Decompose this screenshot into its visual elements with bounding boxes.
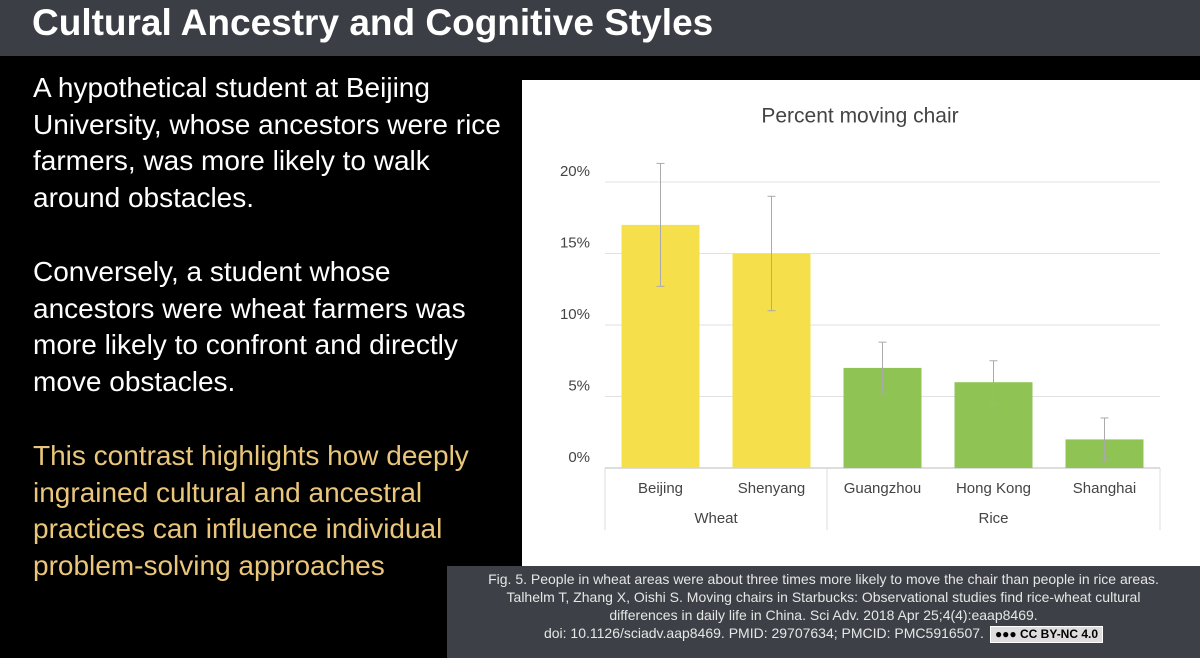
y-tick-label: 0% <box>568 449 590 466</box>
paragraph: Conversely, a student whose ancestors we… <box>33 256 466 397</box>
y-tick-label: 20% <box>560 163 590 180</box>
caption-line: Talhelm T, Zhang X, Oishi S. Moving chai… <box>506 589 1141 605</box>
caption-line: differences in daily life in China. Sci … <box>609 607 1038 623</box>
caption-line: doi: 10.1126/sciadv.aap8469. PMID: 29707… <box>543 625 984 641</box>
y-tick-label: 5% <box>568 377 590 394</box>
x-tick-label: Hong Kong <box>956 480 1031 497</box>
paragraph: A hypothetical student at Beijing Univer… <box>33 72 501 213</box>
caption: Fig. 5. People in wheat areas were about… <box>447 566 1200 658</box>
chart-title: Percent moving chair <box>761 105 958 128</box>
slide-title: Cultural Ancestry and Cognitive Styles <box>32 2 714 43</box>
license-badge: ●●● CC BY-NC 4.0 <box>989 626 1104 643</box>
y-tick-label: 10% <box>560 306 590 323</box>
x-tick-label: Beijing <box>638 480 683 497</box>
title-bar: Cultural Ancestry and Cognitive Styles <box>0 0 1200 56</box>
paragraph: This contrast highlights how deeply ingr… <box>33 440 469 581</box>
x-tick-label: Guangzhou <box>844 480 922 497</box>
license: CC BY-NC 4.0 <box>1020 627 1099 641</box>
caption-row: doi: 10.1126/sciadv.aap8469. PMID: 29707… <box>447 624 1200 643</box>
group-label: Rice <box>978 510 1008 527</box>
chart: Percent moving chair 0% 5% 10% 15% 20% Beijin… <box>522 80 1200 566</box>
y-tick-label: 15% <box>560 234 590 251</box>
group-label: Wheat <box>694 510 738 527</box>
x-tick-label: Shanghai <box>1073 480 1136 497</box>
x-tick-label: Shenyang <box>738 480 806 497</box>
caption-line: Fig. 5. People in wheat areas were about… <box>488 571 1159 587</box>
